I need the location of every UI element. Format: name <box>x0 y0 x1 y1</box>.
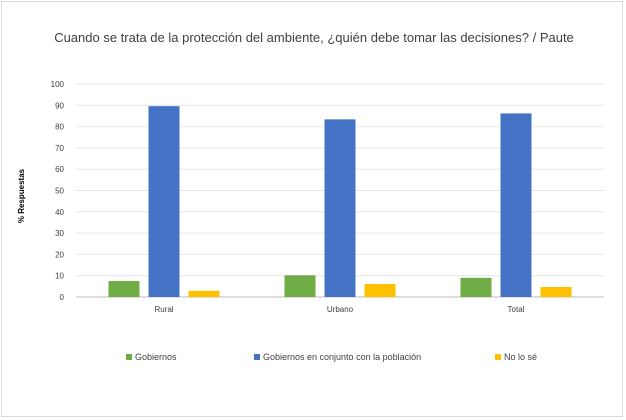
y-axis-label: % Respuestas <box>17 168 26 223</box>
bars <box>108 106 572 297</box>
y-tick-label: 60 <box>55 165 64 174</box>
y-tick-label: 10 <box>55 272 64 281</box>
bar-urbano-2 <box>324 119 356 297</box>
y-tick-label: 50 <box>55 187 64 196</box>
legend-entry: Gobiernos <box>135 352 177 362</box>
bar-rural-1 <box>108 281 140 297</box>
bar-total-2 <box>500 113 532 297</box>
y-tick-label: 70 <box>55 144 64 153</box>
bar-rural-3 <box>188 290 220 297</box>
x-category-label: Urbano <box>327 305 354 314</box>
x-category-label: Total <box>508 305 525 314</box>
y-axis-ticks: 0 10 20 30 40 50 60 70 80 90 100 <box>51 80 65 302</box>
legend-swatch <box>126 354 132 360</box>
x-category-label: Rural <box>154 305 173 314</box>
legend-swatch <box>254 354 260 360</box>
bar-rural-2 <box>148 106 180 297</box>
y-tick-label: 100 <box>51 80 65 89</box>
y-tick-label: 30 <box>55 229 64 238</box>
y-tick-label: 0 <box>60 293 65 302</box>
legend: Gobiernos Gobiernos en conjunto con la po… <box>126 352 537 362</box>
x-axis-categories: Rural Urbano Total <box>154 305 524 314</box>
y-tick-label: 90 <box>55 101 64 110</box>
chart-title: Cuando se trata de la protección del amb… <box>54 30 574 45</box>
y-tick-label: 20 <box>55 250 64 259</box>
bar-urbano-1 <box>284 275 316 297</box>
legend-entry: Gobiernos en conjunto con la población <box>263 352 421 362</box>
legend-entry: No lo sé <box>504 352 537 362</box>
legend-swatch <box>495 354 501 360</box>
bar-urbano-3 <box>364 284 396 297</box>
bar-total-1 <box>460 277 492 297</box>
bar-total-3 <box>540 286 572 297</box>
y-tick-label: 40 <box>55 208 64 217</box>
y-tick-label: 80 <box>55 123 64 132</box>
